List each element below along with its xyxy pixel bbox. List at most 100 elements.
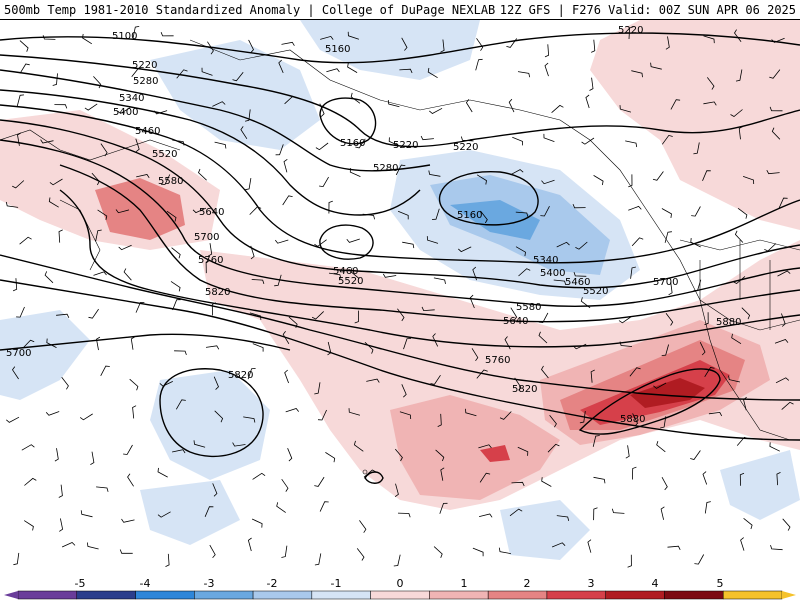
contour-label: 5220	[393, 140, 418, 151]
wind-barb	[129, 378, 139, 391]
wind-barb	[80, 510, 93, 518]
wind-barb	[538, 312, 549, 324]
wind-barb	[285, 408, 300, 413]
wind-barb	[17, 132, 22, 146]
wind-barb	[130, 336, 135, 350]
wind-barb	[5, 201, 19, 208]
wind-barb	[611, 508, 625, 514]
wind-barb	[401, 384, 407, 398]
wind-barb	[135, 302, 145, 313]
wind-barb	[541, 365, 549, 379]
wind-barb	[538, 331, 548, 344]
wind-barb	[252, 343, 264, 352]
wind-barb	[281, 478, 289, 492]
wind-barb	[135, 138, 140, 153]
wind-barb	[706, 77, 715, 90]
cold-anomaly-south	[500, 500, 590, 560]
wind-barb	[670, 99, 681, 110]
contour-label: 5340	[533, 255, 558, 266]
contour-label: 5460	[565, 277, 590, 288]
legend-tick: -1	[331, 577, 342, 590]
wind-barb	[275, 144, 284, 156]
wind-barb	[631, 237, 644, 247]
wind-barb	[625, 445, 630, 459]
wind-barb	[739, 472, 745, 486]
wind-barb	[319, 103, 325, 117]
wind-barb	[440, 39, 445, 53]
legend-swatch	[76, 590, 136, 600]
wind-barb	[515, 246, 526, 257]
wind-barb	[476, 174, 487, 185]
wind-barb	[512, 136, 523, 146]
wind-barb	[479, 472, 491, 483]
wind-barb	[665, 313, 674, 326]
wind-barb	[476, 369, 488, 379]
contour-label: 5820	[512, 384, 537, 395]
wind-barb	[192, 207, 207, 214]
legend-tick: 3	[588, 577, 595, 590]
wind-barb	[575, 241, 588, 250]
contour-label: 5700	[6, 348, 31, 359]
wind-barb	[704, 312, 709, 326]
legend-swatch	[546, 590, 606, 600]
wind-barb	[388, 137, 400, 147]
wind-barb	[45, 411, 60, 416]
wind-barb	[121, 518, 135, 523]
wind-barb	[325, 452, 336, 463]
wind-barb	[13, 552, 20, 566]
wind-barb	[544, 44, 550, 58]
contour-label: 5340	[119, 93, 144, 104]
wind-barb	[660, 506, 665, 520]
wind-barb	[213, 376, 219, 390]
wind-barb	[350, 267, 360, 280]
contour-label: 5460	[333, 266, 358, 277]
wind-barb	[97, 209, 108, 220]
wind-barb	[551, 104, 564, 114]
anomaly-map: 5100 5160 5220 5280 5340 5400 5460 5520 …	[0, 20, 800, 576]
wind-barb	[132, 405, 137, 419]
cold-anomaly-goa-inner	[450, 200, 540, 240]
wind-barb	[469, 294, 475, 309]
wind-barb	[350, 92, 361, 104]
wind-barb	[741, 307, 751, 320]
legend-tick: -4	[140, 577, 151, 590]
contour-label: 5160	[325, 44, 350, 55]
wind-barb	[781, 401, 794, 410]
wind-barb	[730, 109, 743, 117]
legend-swatch	[722, 590, 783, 600]
wind-barb	[251, 279, 265, 285]
wind-barb	[100, 365, 110, 376]
contour-label: 5220	[453, 142, 478, 153]
wind-barb	[541, 179, 555, 185]
wind-barb	[499, 411, 512, 420]
legend-swatch	[17, 590, 78, 600]
contour-label: 5580	[516, 302, 541, 313]
contour-label: 5220	[132, 60, 157, 71]
wind-barb	[393, 554, 401, 567]
wind-barb	[504, 336, 511, 350]
contour-label: 5700	[194, 232, 219, 243]
wind-barb	[630, 266, 636, 279]
wind-barb	[327, 341, 332, 356]
wind-barb	[775, 377, 790, 384]
legend-tick: 5	[717, 577, 724, 590]
wind-barb	[22, 339, 35, 349]
contour-labels: 5100 5160 5220 5280 5340 5400 5460 5520 …	[6, 25, 741, 425]
wind-barb	[61, 542, 76, 548]
wind-barb	[204, 506, 214, 517]
wind-barb	[157, 511, 171, 518]
contour-label: 5880	[716, 317, 741, 328]
wind-barb	[172, 299, 181, 311]
wind-barb	[247, 368, 256, 380]
wind-barb	[84, 103, 98, 111]
contour-label: 5400	[113, 107, 138, 118]
wind-barb	[541, 477, 552, 487]
wind-barb	[159, 381, 173, 387]
wind-barb	[54, 448, 59, 462]
wind-barb	[205, 260, 210, 274]
wind-barb	[274, 274, 282, 287]
wind-barb	[631, 70, 643, 78]
wind-barb	[556, 241, 570, 248]
wind-barb	[518, 268, 531, 277]
legend-tick: 2	[524, 577, 531, 590]
